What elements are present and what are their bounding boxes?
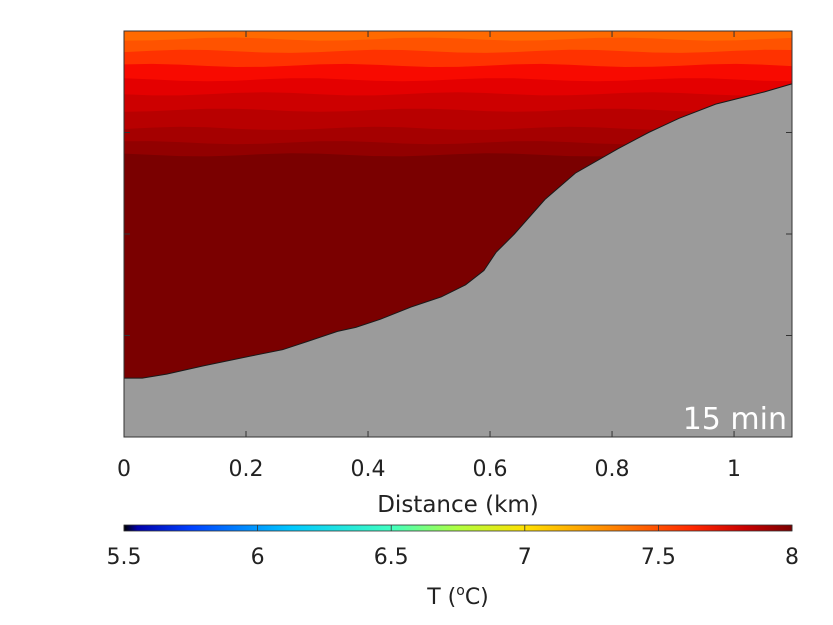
temperature-layer (124, 108, 792, 131)
x-tick-label: 0.8 (595, 457, 630, 482)
temperature-layer (124, 126, 792, 145)
temperature-layer (124, 49, 792, 68)
x-tick-label: 1 (727, 457, 741, 482)
colorbar-tick-label: 5.5 (107, 545, 142, 570)
seabed-bathymetry (124, 83, 792, 437)
temperature-layer (124, 92, 792, 113)
colorbar-label-text: T ( (426, 585, 456, 610)
colorbar-tick-label: 6 (251, 545, 265, 570)
colorbar-label-unit: C) (465, 585, 489, 610)
colorbar-label: T (oC) (426, 583, 489, 610)
temperature-layer (124, 37, 792, 54)
temperature-layer (124, 78, 792, 96)
colorbar-label-degree: o (456, 583, 465, 599)
y-axis-ticks (124, 30, 792, 438)
time-annotation: 15 min (683, 402, 787, 437)
colorbar-ticks: 5.5 6 6.5 7 7.5 8 (107, 525, 799, 570)
colorbar-tick-label: 7.5 (641, 545, 676, 570)
x-axis-label: Distance (km) (377, 492, 539, 518)
plot-area (124, 31, 792, 437)
x-tick-label: 0.6 (473, 457, 508, 482)
colorbar-tick-label: 7 (518, 545, 532, 570)
temperature-layer (124, 63, 792, 82)
colorbar (123, 524, 793, 532)
x-tick-label: 0.2 (229, 457, 264, 482)
x-tick-label: 0 (117, 457, 131, 482)
x-tick-label: 0.4 (351, 457, 386, 482)
colorbar-tick-label: 6.5 (374, 545, 409, 570)
x-axis-ticks: 0 0.2 0.4 0.6 0.8 1 (117, 31, 741, 482)
colorbar-tick-label: 8 (785, 545, 799, 570)
